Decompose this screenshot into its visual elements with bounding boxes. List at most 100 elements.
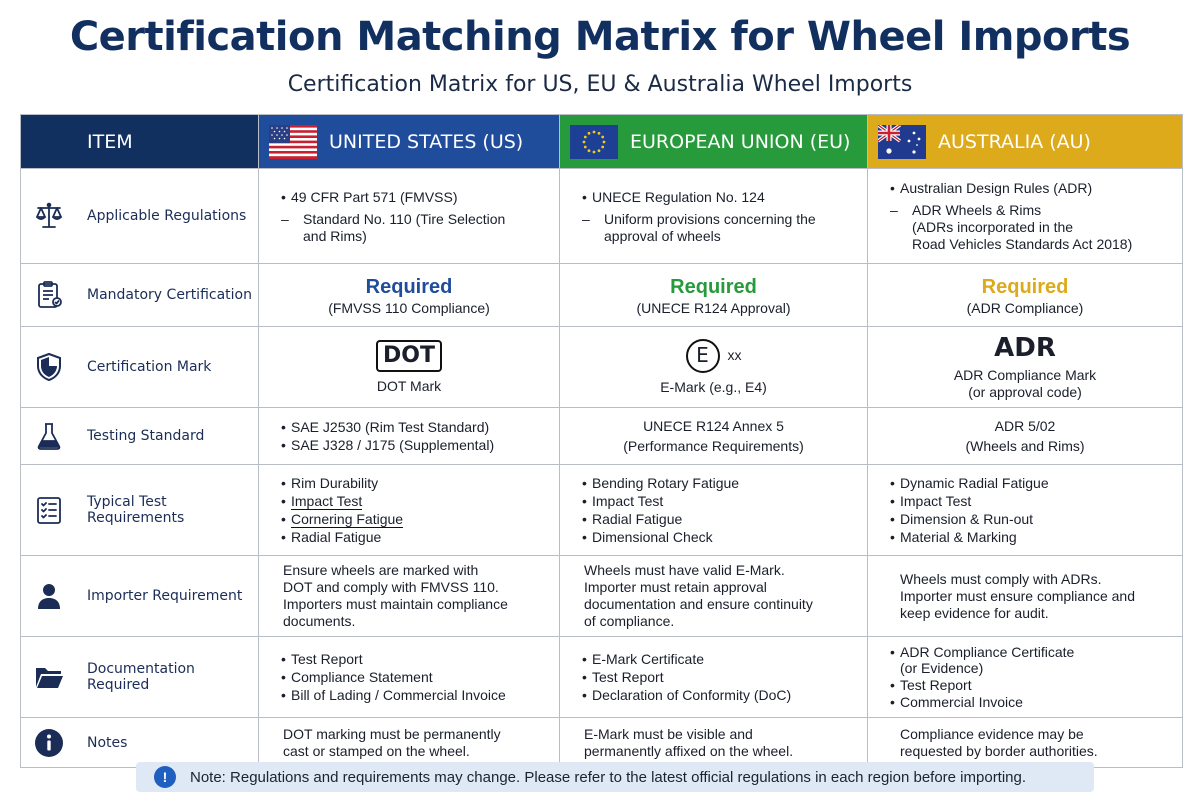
eu-flag-icon bbox=[570, 124, 618, 159]
sub-line: Uniform provisions concerning the bbox=[604, 210, 816, 227]
table-row: Importer Requirement Ensure wheels are m… bbox=[20, 555, 1183, 637]
list-item: Rim Durability bbox=[281, 475, 545, 492]
mark-caption: (or approval code) bbox=[968, 384, 1082, 400]
list-item: E-Mark Certificate bbox=[582, 651, 853, 668]
list-item: Bill of Lading / Commercial Invoice bbox=[281, 687, 545, 704]
us-regulations-cell: 49 CFR Part 571 (FMVSS) – Standard No. 1… bbox=[258, 168, 560, 264]
testing-line: (Wheels and Rims) bbox=[965, 437, 1085, 454]
table-row: Testing Standard SAE J2530 (Rim Test Sta… bbox=[20, 407, 1183, 465]
text-line: DOT and comply with FMVSS 110. bbox=[283, 579, 499, 595]
table-row: Typical Test Requirements Rim Durability… bbox=[20, 464, 1183, 556]
doc-line: ADR Compliance Certificate bbox=[900, 644, 1075, 660]
row-label: Typical Test Requirements bbox=[87, 494, 185, 526]
text-line: DOT marking must be permanently bbox=[283, 725, 501, 742]
sub-line: approval of wheels bbox=[604, 227, 721, 244]
eu-header-label: EUROPEAN UNION (EU) bbox=[630, 130, 851, 153]
required-detail: (ADR Compliance) bbox=[966, 299, 1084, 316]
au-testing-cell: ADR 5/02 (Wheels and Rims) bbox=[867, 407, 1183, 465]
folder-icon bbox=[31, 659, 67, 695]
testing-line: (Performance Requirements) bbox=[623, 437, 804, 454]
table-row: Certification Mark DOT DOT Mark E xx E-M… bbox=[20, 326, 1183, 408]
header-row: ITEM bbox=[20, 114, 1183, 169]
text-line: Importers must maintain compliance bbox=[283, 596, 508, 612]
footer-note-text: Note: Regulations and requirements may c… bbox=[190, 768, 1027, 786]
row-label: Certification Mark bbox=[87, 359, 212, 375]
row-label: Importer Requirement bbox=[87, 588, 243, 604]
list-item: Dimension & Run-out bbox=[890, 511, 1168, 528]
required-status: Required bbox=[365, 275, 453, 298]
row-label: Mandatory Certification bbox=[87, 287, 252, 303]
list-item: UNECE Regulation No. 124 bbox=[582, 189, 853, 206]
au-tests-cell: Dynamic Radial Fatigue Impact Test Dimen… bbox=[867, 464, 1183, 556]
page-title: Certification Matching Matrix for Wheel … bbox=[69, 14, 1131, 60]
eu-importer-cell: Wheels must have valid E-Mark. Importer … bbox=[559, 555, 868, 637]
e-mark-logo: E xx bbox=[685, 338, 742, 373]
info-icon bbox=[31, 725, 67, 761]
dot-mark-logo: DOT bbox=[376, 339, 442, 372]
row-label-cell: Notes bbox=[20, 717, 259, 768]
doc-line: (or Evidence) bbox=[900, 660, 984, 676]
list-item: ADR Compliance Certificate (or Evidence) bbox=[890, 644, 1168, 676]
row-label: Applicable Regulations bbox=[87, 208, 247, 224]
underlined-text: Impact Test bbox=[291, 492, 363, 510]
row-label-cell: Documentation Required bbox=[20, 636, 259, 718]
text-line: documentation and ensure continuity bbox=[584, 596, 813, 612]
au-regulations-cell: Australian Design Rules (ADR) – ADR Whee… bbox=[867, 168, 1183, 264]
adr-mark-logo: ADR bbox=[994, 333, 1056, 363]
text-line: Wheels must comply with ADRs. bbox=[900, 570, 1102, 587]
list-item: Compliance Statement bbox=[281, 669, 545, 686]
text-line: documents. bbox=[283, 613, 356, 629]
us-testing-cell: SAE J2530 (Rim Test Standard) SAE J328 /… bbox=[258, 407, 560, 465]
column-header-us: UNITED STATES (US) bbox=[258, 114, 560, 169]
us-importer-cell: Ensure wheels are marked with DOT and co… bbox=[258, 555, 560, 637]
row-label-cell: Testing Standard bbox=[20, 407, 259, 465]
sub-line: (ADRs incorporated in the bbox=[912, 219, 1074, 235]
sub-line: Standard No. 110 (Tire Selection bbox=[303, 210, 506, 227]
text-line: Importer must ensure compliance and bbox=[900, 587, 1135, 604]
text-line: E-Mark must be visible and bbox=[584, 725, 753, 742]
list-item: Test Report bbox=[890, 677, 1168, 693]
shield-icon bbox=[31, 349, 67, 385]
eu-documentation-cell: E-Mark Certificate Test Report Declarati… bbox=[559, 636, 868, 718]
list-item: Test Report bbox=[582, 669, 853, 686]
text-line: permanently affixed on the wheel. bbox=[584, 742, 794, 759]
list-item: Dynamic Radial Fatigue bbox=[890, 475, 1168, 492]
alert-icon: ! bbox=[154, 766, 176, 788]
testing-line: UNECE R124 Annex 5 bbox=[643, 417, 784, 434]
list-item: Material & Marking bbox=[890, 529, 1168, 546]
column-header-item: ITEM bbox=[20, 114, 259, 169]
list-item: Test Report bbox=[281, 651, 545, 668]
eu-testing-cell: UNECE R124 Annex 5 (Performance Requirem… bbox=[559, 407, 868, 465]
au-documentation-cell: ADR Compliance Certificate (or Evidence)… bbox=[867, 636, 1183, 718]
sub-line: Road Vehicles Standards Act 2018) bbox=[912, 236, 1133, 252]
list-item: Dimensional Check bbox=[582, 529, 853, 546]
eu-tests-cell: Bending Rotary Fatigue Impact Test Radia… bbox=[559, 464, 868, 556]
us-documentation-cell: Test Report Compliance Statement Bill of… bbox=[258, 636, 560, 718]
mark-caption: DOT Mark bbox=[376, 377, 442, 394]
au-notes-cell: Compliance evidence may be requested by … bbox=[867, 717, 1183, 768]
au-mandatory-cell: Required (ADR Compliance) bbox=[867, 263, 1183, 327]
table-row: Notes DOT marking must be permanently ca… bbox=[20, 717, 1183, 768]
required-detail: (FMVSS 110 Compliance) bbox=[328, 299, 490, 316]
table-row: Mandatory Certification Required (FMVSS … bbox=[20, 263, 1183, 327]
au-flag-icon bbox=[878, 124, 926, 159]
column-header-eu: EUROPEAN UNION (EU) bbox=[559, 114, 868, 169]
row-label-cell: Mandatory Certification bbox=[20, 263, 259, 327]
us-flag-icon bbox=[269, 124, 317, 159]
list-item: Commercial Invoice bbox=[890, 694, 1168, 710]
list-item: SAE J2530 (Rim Test Standard) bbox=[281, 419, 545, 436]
underlined-text: Cornering Fatigue bbox=[291, 510, 404, 528]
us-mark-cell: DOT DOT Mark bbox=[258, 326, 560, 408]
eu-mandatory-cell: Required (UNECE R124 Approval) bbox=[559, 263, 868, 327]
sub-line: and Rims) bbox=[303, 227, 367, 244]
text-line: Ensure wheels are marked with bbox=[283, 562, 479, 578]
text-line: Importer must retain approval bbox=[584, 579, 767, 595]
list-item: SAE J328 / J175 (Supplemental) bbox=[281, 437, 545, 454]
list-item: Australian Design Rules (ADR) bbox=[890, 180, 1168, 197]
testing-line: ADR 5/02 bbox=[994, 417, 1056, 434]
us-mandatory-cell: Required (FMVSS 110 Compliance) bbox=[258, 263, 560, 327]
au-header-label: AUSTRALIA (AU) bbox=[938, 130, 1091, 153]
flask-icon bbox=[31, 418, 67, 454]
required-detail: (UNECE R124 Approval) bbox=[636, 299, 791, 316]
text-line: Compliance evidence may be bbox=[900, 725, 1084, 742]
